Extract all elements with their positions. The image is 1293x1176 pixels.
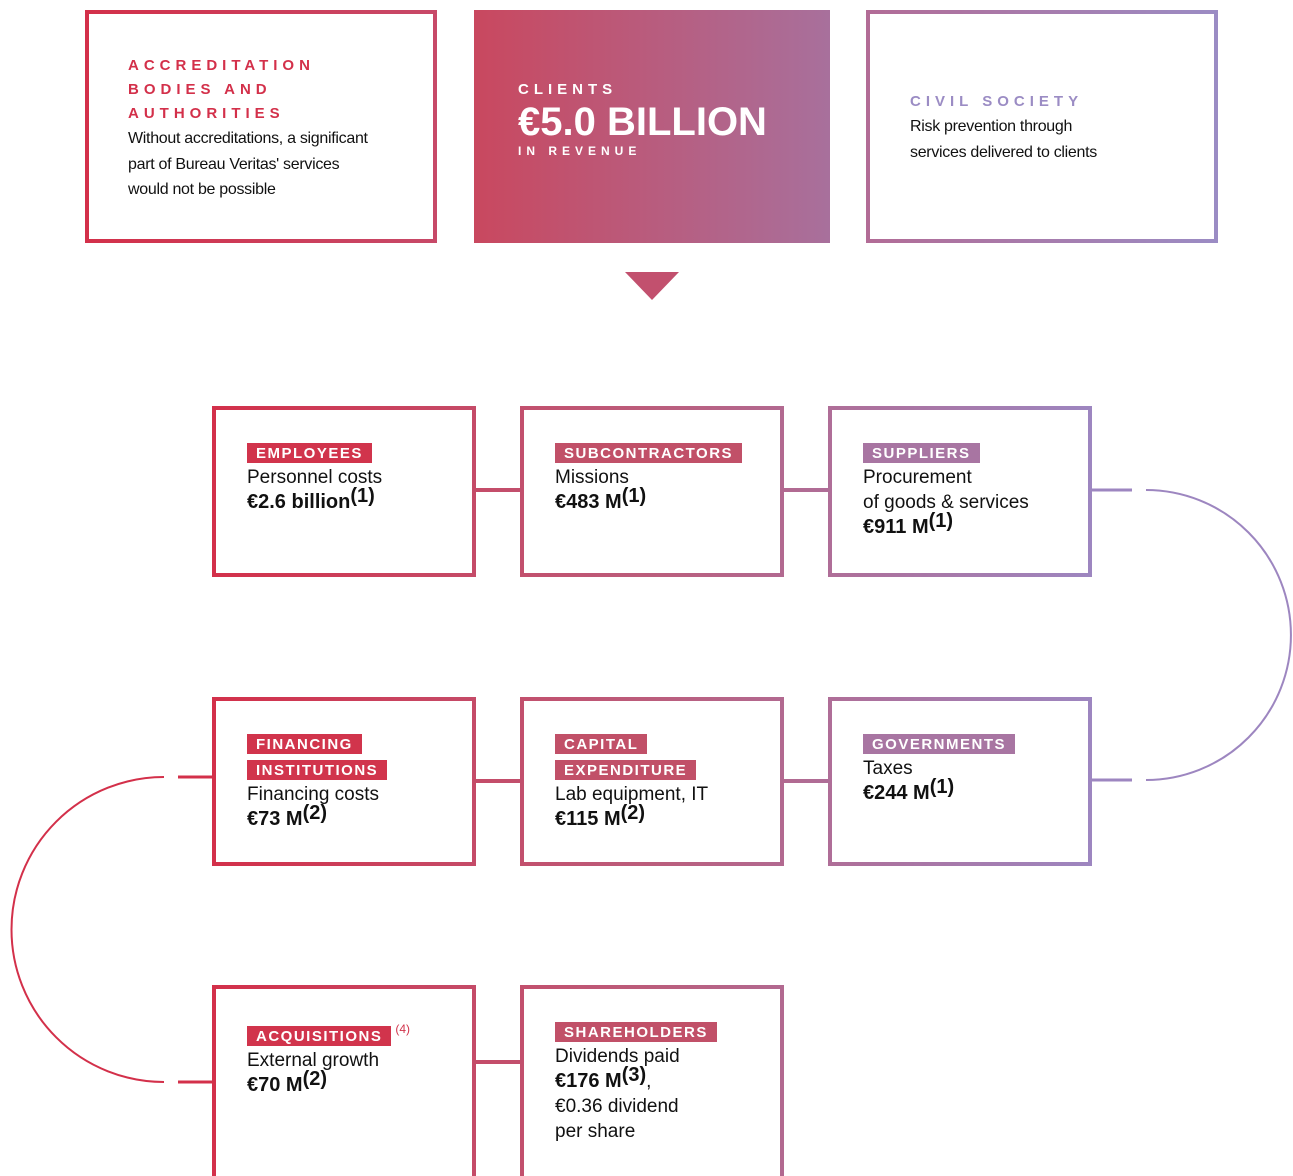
tag: GOVERNMENTS (863, 734, 1016, 754)
stakeholder-text: part of Bureau Veritas' services (128, 155, 340, 173)
note: (2) (620, 802, 646, 824)
stakeholder: CIVIL SOCIETY Risk prevention through serv… (910, 90, 1210, 165)
amount-line: €2.6 billion(1) (247, 486, 477, 515)
tag-row: GOVERNMENTS (863, 734, 1093, 760)
note: (1) (928, 510, 954, 532)
text-line: Lab equipment, IT (555, 784, 709, 805)
tag-row: ACQUISITIONS (4) (247, 1022, 477, 1052)
text-line: Missions (555, 467, 629, 488)
tag-row: FINANCING (247, 734, 477, 760)
note: (3) (621, 1064, 647, 1086)
amount-line: €70 M(2) (247, 1069, 477, 1098)
note: (1) (621, 485, 647, 507)
text-line: Taxes (863, 758, 913, 779)
amount: €176 M (555, 1070, 622, 1092)
box (85, 10, 437, 243)
box (866, 10, 1218, 243)
tag: EXPENDITURE (555, 760, 697, 780)
boxes (212, 406, 1092, 1176)
stakeholder-title: ACCREDITATION (128, 57, 315, 74)
note: (1) (350, 485, 375, 507)
amount-line: €911 M(1) (863, 511, 1093, 540)
stakeholder-text: would not be possible (128, 181, 276, 198)
amount-line: €244 M(1) (863, 777, 1093, 806)
text-line: External growth (247, 1050, 380, 1071)
note: (2) (302, 1068, 328, 1090)
box (474, 10, 830, 243)
stakeholder: CLIENTS €5.0 BILLION IN REVENUE (518, 78, 818, 158)
tag: ACQUISITIONS (247, 1026, 392, 1046)
tag-row: SUBCONTRACTORS (555, 443, 785, 469)
amount-line: €115 M(2) (555, 803, 785, 832)
box-content: EMPLOYEES Personnel costs €2.6 billion(1) (247, 443, 477, 515)
revenue-sub: IN REVENUE (518, 144, 642, 158)
tag: INSTITUTIONS (247, 760, 388, 780)
box-content: CAPITAL EXPENDITURE Lab equipment, IT €115 … (555, 734, 785, 832)
text-line: Financing costs (247, 784, 380, 805)
amount: €115 M (555, 808, 621, 830)
tag: SUBCONTRACTORS (555, 443, 743, 463)
box-content: SHAREHOLDERS Dividends paid €176 M(3), €0.3… (555, 1022, 785, 1144)
tag-row: EMPLOYEES (247, 443, 477, 469)
amount: €244 M (863, 782, 930, 804)
tag-row: CAPITAL (555, 734, 785, 760)
revenue-value: €5.0 BILLION (518, 100, 767, 144)
text-line: per share (555, 1121, 636, 1142)
tag-row: EXPENDITURE (555, 760, 785, 786)
box-content: SUBCONTRACTORS Missions €483 M(1) (555, 443, 785, 515)
tag-row: INSTITUTIONS (247, 760, 477, 786)
stakeholder-title: BODIES AND (128, 81, 272, 98)
text-line: Personnel costs (247, 467, 383, 488)
amount: €911 M (863, 516, 929, 538)
text-line: €0.36 dividend (555, 1096, 679, 1117)
stakeholder-title: CLIENTS (518, 81, 618, 98)
stakeholder-title: CIVIL SOCIETY (910, 93, 1084, 110)
text-line: Procurement (863, 467, 972, 488)
stakeholder: ACCREDITATION BODIES AND AUTHORITIES Withou… (128, 54, 428, 203)
amount-line: €73 M(2) (247, 803, 477, 832)
tag: SHAREHOLDERS (555, 1022, 717, 1042)
tag-note: (4) (395, 1022, 411, 1036)
text-line: Dividends paid (555, 1046, 680, 1067)
stakeholder-text: Without accreditations, a significant (128, 130, 368, 147)
amount: €2.6 billion (247, 491, 351, 513)
tag-row: SUPPLIERS (863, 443, 1093, 469)
stakeholder-text: services delivered to clients (910, 143, 1097, 161)
stakeholder-text: Risk prevention through (910, 118, 1073, 135)
amount: €73 M (247, 808, 303, 830)
text-line: of goods & services (863, 492, 1029, 513)
amount: €483 M (555, 491, 622, 513)
box-content: ACQUISITIONS (4) External growth €70 M(2) (247, 1022, 477, 1098)
box-content: GOVERNMENTS Taxes €244 M(1) (863, 734, 1093, 806)
tag: CAPITAL (555, 734, 648, 754)
tag: FINANCING (247, 734, 362, 754)
arrow (625, 272, 679, 300)
tag: SUPPLIERS (863, 443, 980, 463)
note: (2) (302, 802, 328, 824)
tag: EMPLOYEES (247, 443, 372, 463)
connectors (10, 488, 1292, 1084)
amount: €70 M (247, 1074, 303, 1096)
suffix: , (646, 1071, 652, 1092)
box-content: SUPPLIERS Procurement of goods & services €… (863, 443, 1093, 540)
amount-line: €483 M(1) (555, 486, 785, 515)
box-content: FINANCING INSTITUTIONS Financing costs €73 … (247, 734, 477, 832)
note: (1) (929, 776, 955, 798)
amount-line: €176 M(3), (555, 1065, 785, 1094)
tag-row: SHAREHOLDERS (555, 1022, 785, 1048)
stakeholder-title: AUTHORITIES (128, 105, 285, 122)
